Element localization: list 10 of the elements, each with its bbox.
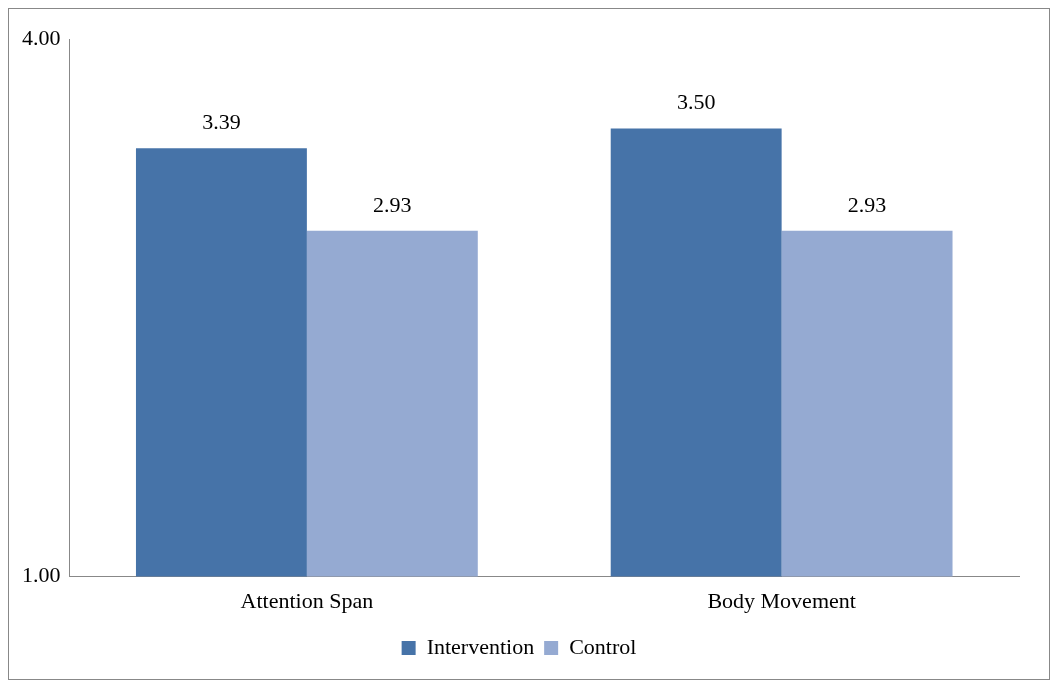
- data-label: 3.50: [676, 89, 716, 115]
- data-label: 3.39: [202, 109, 241, 135]
- y-tick-label: 4.00: [22, 24, 61, 50]
- x-tick-label: Body Movement: [707, 587, 856, 613]
- legend-label: Intervention: [426, 633, 535, 659]
- data-label: 2.93: [373, 191, 412, 217]
- y-tick-label: 1.00: [22, 562, 61, 588]
- x-tick-label: Attention Span: [240, 587, 374, 613]
- data-label: 2.93: [847, 191, 887, 217]
- legend-label: Control: [569, 633, 637, 659]
